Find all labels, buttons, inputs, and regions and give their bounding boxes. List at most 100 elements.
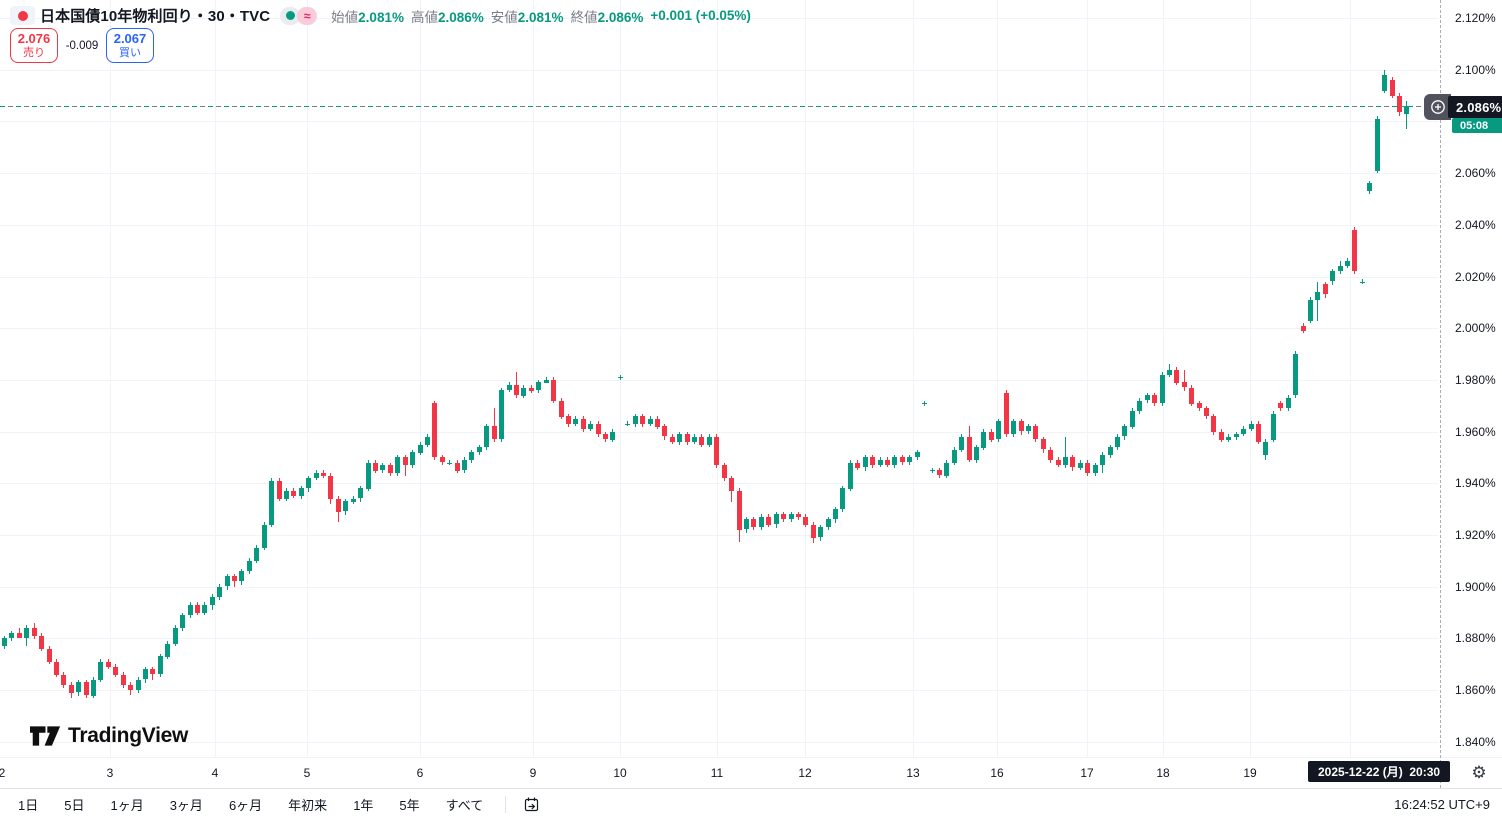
candle <box>967 437 972 460</box>
candle <box>640 416 645 424</box>
candle <box>32 628 37 636</box>
range-button-5年[interactable]: 5年 <box>399 797 420 813</box>
add-alert-plus-button[interactable] <box>1424 94 1451 120</box>
tradingview-logo-text: TradingView <box>68 724 189 747</box>
grid-line-h <box>0 380 1438 381</box>
goto-date-button[interactable] <box>522 795 541 814</box>
ohlc-field-value: 2.086% <box>597 9 644 25</box>
candle <box>900 457 905 462</box>
time-axis[interactable]: 2025-12-22 (月) 20:30 ⚙ 2 3 4 5 6 9 10 11 12 13 16 1… <box>0 757 1502 788</box>
candle <box>796 514 801 517</box>
time-axis-label: 9 <box>529 766 537 780</box>
candle <box>128 685 133 690</box>
candle <box>217 587 222 597</box>
candle <box>803 517 808 525</box>
candle <box>1182 382 1187 387</box>
candle <box>1108 447 1113 455</box>
candle <box>930 470 935 471</box>
candle <box>870 457 875 465</box>
price-tick-label: 1.980% <box>1455 373 1496 387</box>
ohlc-field-value: 2.081% <box>517 9 564 25</box>
axis-settings-gear-icon[interactable]: ⚙ <box>1466 760 1492 786</box>
candle <box>1011 421 1016 434</box>
delayed-data-icon: ≈ <box>297 6 318 25</box>
candle-wick <box>405 455 406 476</box>
candle <box>1382 75 1387 91</box>
ohlc-field-label: 終値 <box>570 9 598 25</box>
candle <box>722 465 727 478</box>
candle <box>314 473 319 478</box>
buy-button[interactable]: 2.067 買い <box>106 28 154 63</box>
tradingview-logo-icon <box>30 726 61 746</box>
candle <box>573 419 578 424</box>
range-button-すべて[interactable]: すべて <box>445 797 484 813</box>
toolbar-clock[interactable]: 16:24:52 UTC+9 <box>1394 797 1490 812</box>
axis-boundary-dashed-line <box>1440 0 1441 788</box>
sell-button[interactable]: 2.076 売り <box>10 28 58 63</box>
candle <box>863 457 868 467</box>
range-button-年初来[interactable]: 年初来 <box>288 797 328 813</box>
candle <box>373 463 378 471</box>
time-axis-label: 12 <box>798 766 812 780</box>
buy-sell-widget: 2.076 売り -0.009 2.067 買い <box>10 28 154 63</box>
candle <box>1367 183 1372 191</box>
candle <box>1249 424 1254 429</box>
candle <box>291 491 296 496</box>
candle <box>76 682 81 692</box>
chart-plot-area[interactable] <box>0 0 1438 757</box>
candle <box>1293 354 1298 395</box>
ohlc-row: 始値2.081% 高値2.086% 安値2.081% 終値2.086% +0.001 … <box>331 6 751 26</box>
tradingview-logo[interactable]: TradingView <box>30 724 188 748</box>
candle <box>1397 96 1402 112</box>
time-axis-label: 13 <box>906 766 920 780</box>
series-visibility-button[interactable] <box>10 6 35 25</box>
grid-line-h <box>0 742 1438 743</box>
candle <box>24 628 29 638</box>
candle <box>1286 398 1291 408</box>
grid-line-h <box>0 70 1438 71</box>
candle <box>826 519 831 527</box>
last-price-line <box>0 106 1438 107</box>
time-axis-label: 10 <box>613 766 627 780</box>
candle <box>840 488 845 509</box>
candle <box>655 419 660 427</box>
candle <box>39 636 44 649</box>
candle <box>915 452 920 457</box>
candle <box>1323 284 1328 294</box>
candle <box>551 380 556 401</box>
candle <box>1219 432 1224 440</box>
grid-line-v <box>913 0 914 757</box>
candle <box>180 615 185 628</box>
candle <box>766 517 771 525</box>
candle <box>581 419 586 429</box>
candle <box>1093 465 1098 473</box>
candle <box>1338 266 1343 271</box>
range-button-6ヶ月[interactable]: 6ヶ月 <box>228 797 263 813</box>
candle <box>1352 230 1357 271</box>
candle <box>633 416 638 424</box>
candle <box>1167 370 1172 375</box>
candle <box>1271 414 1276 440</box>
time-axis-label: 17 <box>1080 766 1094 780</box>
range-button-3ヶ月[interactable]: 3ヶ月 <box>169 797 203 813</box>
candle <box>343 501 348 511</box>
ohlc-field-label: 始値 <box>331 9 359 25</box>
range-button-5日[interactable]: 5日 <box>64 797 85 813</box>
candle <box>566 416 571 424</box>
buy-price: 2.067 <box>113 30 147 46</box>
range-button-1日[interactable]: 1日 <box>18 797 39 813</box>
candle <box>1315 292 1320 300</box>
price-tick-label: 1.880% <box>1455 631 1496 645</box>
candle <box>677 434 682 442</box>
candle <box>855 463 860 468</box>
candle <box>388 465 393 473</box>
candle <box>596 424 601 434</box>
candle <box>306 478 311 488</box>
candle <box>1256 424 1261 442</box>
candle <box>1204 408 1209 416</box>
symbol-title[interactable]: 日本国債10年物利回り・30・TVC <box>40 8 271 25</box>
candle-wick <box>1184 370 1185 391</box>
range-button-1年[interactable]: 1年 <box>353 797 374 813</box>
time-axis-label: 5 <box>303 766 311 780</box>
range-button-1ヶ月[interactable]: 1ヶ月 <box>110 797 144 813</box>
